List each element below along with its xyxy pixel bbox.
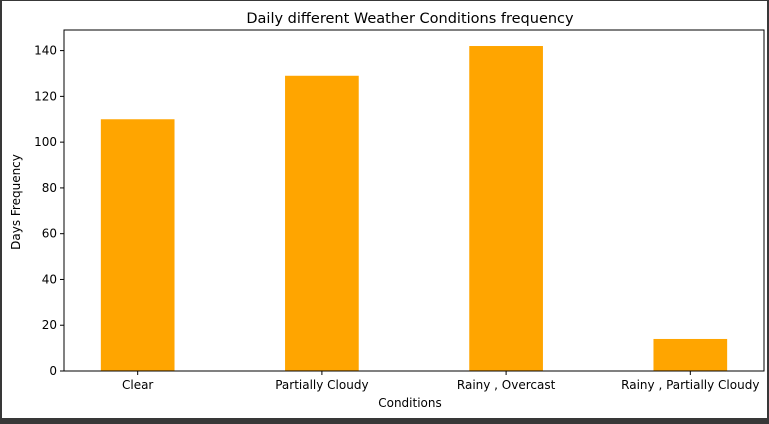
y-tick-label: 60 — [42, 227, 57, 241]
y-tick-label: 0 — [49, 364, 57, 378]
plot-area: 0 20 40 60 80 100 120 140 Clear Partially Cloudy R… — [34, 29, 765, 392]
x-tick-label: Clear — [122, 378, 153, 392]
x-tick-label: Partially Cloudy — [275, 378, 368, 392]
x-tick-label: Rainy , Partially Cloudy — [621, 378, 759, 392]
chart-figure: Daily different Weather Conditions frequ… — [2, 1, 767, 418]
x-tick-label: Rainy , Overcast — [457, 378, 556, 392]
y-tick-label: 80 — [42, 181, 57, 195]
bar-chart: Daily different Weather Conditions frequ… — [9, 11, 765, 410]
y-axis-label: Days Frequency — [9, 154, 23, 250]
bar-1 — [285, 75, 359, 372]
y-tick-label: 120 — [34, 89, 57, 103]
bar-2 — [469, 46, 543, 372]
y-tick-label: 40 — [42, 272, 57, 286]
chart-title: Daily different Weather Conditions frequ… — [246, 11, 574, 27]
x-axis-label: Conditions — [378, 396, 442, 410]
y-tick-label: 140 — [34, 44, 57, 58]
y-tick-label: 100 — [34, 135, 57, 149]
bar-3 — [653, 338, 728, 371]
bar-0 — [100, 119, 175, 371]
y-tick-label: 20 — [42, 318, 57, 332]
plot-frame — [63, 29, 765, 372]
